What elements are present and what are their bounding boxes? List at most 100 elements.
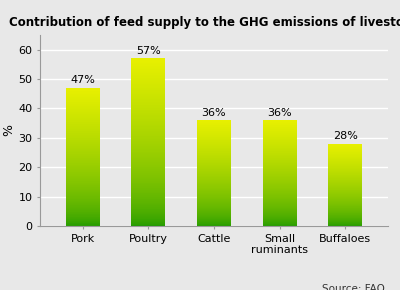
Bar bbox=[197, 141, 231, 142]
Bar bbox=[197, 196, 231, 197]
Bar bbox=[131, 71, 166, 72]
Bar bbox=[328, 149, 362, 150]
Bar bbox=[262, 120, 297, 121]
Bar bbox=[328, 176, 362, 177]
Bar bbox=[66, 162, 100, 163]
Bar bbox=[131, 75, 166, 76]
Bar bbox=[66, 190, 100, 191]
Bar bbox=[262, 130, 297, 131]
Bar bbox=[262, 195, 297, 196]
Bar bbox=[197, 127, 231, 128]
Bar bbox=[66, 208, 100, 209]
Bar bbox=[66, 104, 100, 105]
Bar bbox=[197, 208, 231, 209]
Bar bbox=[328, 161, 362, 162]
Bar bbox=[328, 166, 362, 167]
Bar bbox=[262, 218, 297, 219]
Bar bbox=[66, 192, 100, 193]
Bar bbox=[328, 165, 362, 166]
Bar bbox=[262, 214, 297, 215]
Bar bbox=[197, 177, 231, 178]
Bar bbox=[262, 224, 297, 225]
Bar bbox=[328, 180, 362, 181]
Bar bbox=[131, 77, 166, 78]
Bar bbox=[262, 175, 297, 176]
Bar bbox=[131, 113, 166, 114]
Bar bbox=[197, 160, 231, 161]
Bar bbox=[131, 131, 166, 132]
Bar bbox=[197, 134, 231, 135]
Bar bbox=[262, 142, 297, 143]
Bar bbox=[197, 143, 231, 144]
Bar bbox=[131, 186, 166, 187]
Bar bbox=[328, 216, 362, 217]
Bar bbox=[131, 65, 166, 66]
Bar bbox=[131, 139, 166, 140]
Bar bbox=[197, 171, 231, 172]
Bar bbox=[262, 143, 297, 144]
Bar bbox=[262, 210, 297, 211]
Bar bbox=[131, 82, 166, 83]
Bar bbox=[131, 85, 166, 86]
Bar bbox=[328, 199, 362, 200]
Bar bbox=[131, 68, 166, 69]
Bar bbox=[262, 148, 297, 149]
Bar bbox=[197, 199, 231, 200]
Bar bbox=[262, 164, 297, 165]
Bar bbox=[328, 198, 362, 199]
Bar bbox=[197, 151, 231, 152]
Bar bbox=[66, 96, 100, 97]
Bar bbox=[262, 208, 297, 209]
Bar bbox=[66, 196, 100, 197]
Bar bbox=[197, 149, 231, 150]
Bar bbox=[131, 102, 166, 103]
Bar bbox=[131, 128, 166, 129]
Bar bbox=[131, 203, 166, 204]
Bar bbox=[328, 156, 362, 157]
Bar bbox=[131, 209, 166, 210]
Bar bbox=[66, 177, 100, 178]
Bar bbox=[262, 156, 297, 157]
Bar bbox=[197, 224, 231, 225]
Bar bbox=[131, 135, 166, 136]
Bar bbox=[262, 182, 297, 183]
Bar bbox=[131, 89, 166, 90]
Text: 28%: 28% bbox=[333, 131, 358, 142]
Bar bbox=[131, 84, 166, 85]
Bar bbox=[262, 180, 297, 181]
Bar bbox=[262, 167, 297, 168]
Bar bbox=[131, 107, 166, 108]
Bar bbox=[262, 188, 297, 189]
Bar bbox=[131, 58, 166, 59]
Bar bbox=[197, 152, 231, 153]
Bar bbox=[328, 223, 362, 224]
Bar bbox=[131, 190, 166, 191]
Bar bbox=[66, 106, 100, 107]
Bar bbox=[131, 189, 166, 190]
Bar bbox=[197, 174, 231, 175]
Bar bbox=[66, 193, 100, 194]
Bar bbox=[131, 145, 166, 146]
Text: Source: FAO: Source: FAO bbox=[322, 284, 384, 290]
Bar bbox=[66, 115, 100, 116]
Bar bbox=[197, 120, 231, 121]
Bar bbox=[66, 125, 100, 126]
Bar bbox=[66, 110, 100, 111]
Bar bbox=[197, 170, 231, 171]
Bar bbox=[131, 141, 166, 142]
Bar bbox=[66, 117, 100, 118]
Bar bbox=[131, 67, 166, 68]
Bar bbox=[131, 156, 166, 157]
Bar bbox=[131, 114, 166, 115]
Bar bbox=[328, 187, 362, 188]
Bar bbox=[131, 97, 166, 98]
Bar bbox=[262, 124, 297, 125]
Bar bbox=[197, 204, 231, 205]
Bar bbox=[131, 170, 166, 171]
Bar bbox=[131, 144, 166, 145]
Bar bbox=[262, 141, 297, 142]
Bar bbox=[328, 213, 362, 214]
Bar bbox=[328, 173, 362, 174]
Bar bbox=[328, 188, 362, 189]
Bar bbox=[197, 218, 231, 219]
